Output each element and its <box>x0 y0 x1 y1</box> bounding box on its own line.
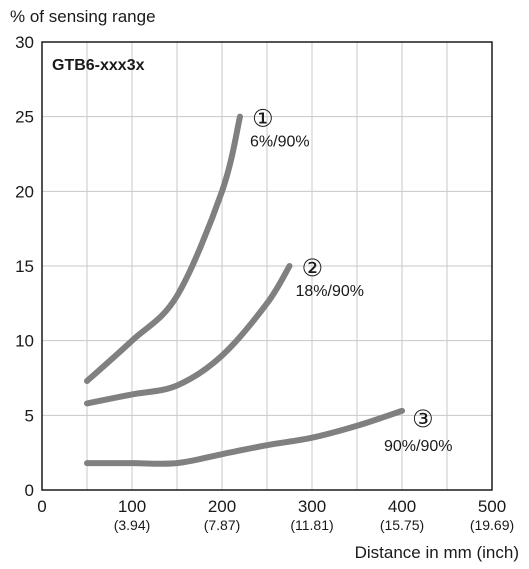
x-tick-label: 500 <box>478 497 506 516</box>
x-tick-sublabel: (15.75) <box>380 517 424 533</box>
curve-3-label: 90%/90% <box>384 438 453 455</box>
y-tick-label: 25 <box>15 108 34 127</box>
y-axis-title: % of sensing range <box>10 7 156 26</box>
curve-1 <box>84 113 243 384</box>
curve-1-marker: ① <box>252 105 274 133</box>
curve-2-label: 18%/90% <box>296 283 365 300</box>
x-tick-label: 300 <box>298 497 326 516</box>
x-tick-label: 200 <box>208 497 236 516</box>
x-tick-label: 0 <box>37 497 46 516</box>
x-tick-sublabel: (19.69) <box>470 517 514 533</box>
y-tick-label: 5 <box>25 406 34 425</box>
grid <box>42 42 492 490</box>
y-tick-label: 15 <box>15 257 34 276</box>
x-tick-label: 400 <box>388 497 416 516</box>
x-axis-title: Distance in mm (inch) <box>355 543 519 562</box>
y-tick-label: 10 <box>15 332 34 351</box>
axes <box>41 41 493 491</box>
x-tick-sublabel: (11.81) <box>290 517 333 533</box>
curve-2 <box>84 263 293 407</box>
y-tick-label: 30 <box>15 33 34 52</box>
curve-2-marker: ② <box>302 254 324 282</box>
curve-3 <box>84 407 405 467</box>
plot-frame <box>41 41 493 491</box>
x-tick-sublabel: (3.94) <box>114 517 151 533</box>
curve-1-label: 6%/90% <box>250 134 310 151</box>
x-tick-label: 100 <box>118 497 146 516</box>
curves: ①6%/90% ②18%/90% ③ 90%/90% <box>84 105 453 467</box>
curve-3-marker: ③ <box>412 405 434 433</box>
x-tick-sublabel: (7.87) <box>204 517 241 533</box>
y-tick-label: 20 <box>15 182 34 201</box>
model-label: GTB6-xxx3x <box>52 57 145 74</box>
y-tick-label: 0 <box>25 481 34 500</box>
